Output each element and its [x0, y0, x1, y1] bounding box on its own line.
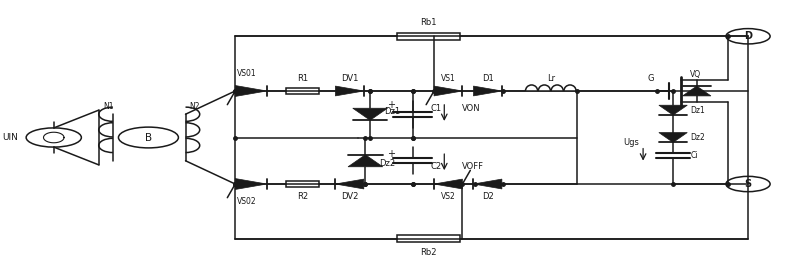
- Text: DV1: DV1: [341, 74, 358, 83]
- Text: Dz1: Dz1: [384, 107, 400, 116]
- Text: N2: N2: [190, 101, 200, 111]
- Text: VQ: VQ: [690, 70, 701, 79]
- Text: Rb2: Rb2: [420, 248, 437, 257]
- Bar: [397, 235, 460, 242]
- Text: D2: D2: [482, 192, 494, 201]
- Polygon shape: [474, 86, 502, 96]
- Bar: [397, 33, 460, 40]
- Text: G: G: [648, 74, 654, 83]
- Text: C2: C2: [430, 162, 442, 171]
- Polygon shape: [659, 105, 687, 115]
- Text: VS02: VS02: [238, 197, 257, 206]
- Polygon shape: [235, 178, 266, 189]
- Polygon shape: [434, 86, 462, 96]
- Polygon shape: [335, 179, 364, 189]
- Text: N1: N1: [104, 101, 114, 111]
- Bar: [286, 88, 319, 94]
- Text: Ugs: Ugs: [623, 139, 639, 147]
- Polygon shape: [682, 86, 711, 96]
- Text: VS2: VS2: [441, 192, 456, 201]
- Polygon shape: [659, 133, 687, 142]
- Polygon shape: [474, 179, 502, 189]
- Text: Dz2: Dz2: [379, 159, 395, 168]
- Text: Dz2: Dz2: [690, 133, 705, 142]
- Text: D1: D1: [482, 74, 494, 83]
- Text: C1: C1: [430, 104, 442, 113]
- Polygon shape: [348, 155, 382, 167]
- Text: VON: VON: [462, 104, 480, 113]
- Text: R2: R2: [297, 192, 308, 201]
- Text: Lr: Lr: [546, 74, 555, 83]
- Polygon shape: [235, 86, 266, 97]
- Polygon shape: [434, 179, 462, 189]
- Polygon shape: [335, 86, 364, 96]
- Text: B: B: [145, 133, 152, 142]
- Bar: [286, 181, 319, 187]
- Text: DV2: DV2: [341, 192, 358, 201]
- Text: D: D: [744, 31, 752, 41]
- Text: Ci: Ci: [690, 151, 698, 160]
- Text: Rb1: Rb1: [420, 18, 437, 27]
- Text: VS1: VS1: [441, 74, 456, 83]
- Text: Dz1: Dz1: [690, 106, 705, 115]
- Text: VOFF: VOFF: [462, 162, 484, 171]
- Text: UIN: UIN: [2, 133, 18, 142]
- Text: S: S: [745, 179, 751, 189]
- Text: +: +: [387, 100, 395, 110]
- Text: VS01: VS01: [238, 69, 257, 78]
- Polygon shape: [353, 108, 387, 120]
- Text: R1: R1: [297, 74, 308, 83]
- Text: +: +: [387, 149, 395, 159]
